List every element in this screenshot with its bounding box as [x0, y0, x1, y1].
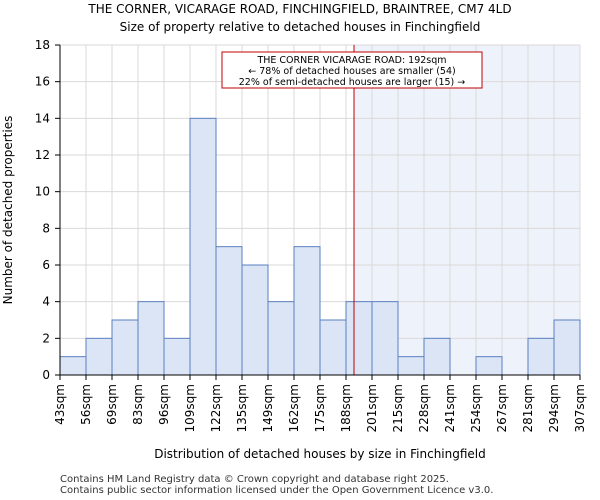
histogram-bar — [319, 319, 347, 376]
y-tick-label: 6 — [42, 258, 50, 272]
y-tick-label: 12 — [35, 148, 50, 162]
histogram-bar — [293, 246, 321, 376]
chart-title: THE CORNER, VICARAGE ROAD, FINCHINGFIELD… — [88, 2, 512, 16]
x-tick-label: 69sqm — [105, 384, 119, 425]
x-tick-label: 228sqm — [417, 384, 431, 432]
annotation-line-1: THE CORNER VICARAGE ROAD: 192sqm — [256, 55, 446, 66]
y-tick-label: 8 — [42, 221, 50, 235]
histogram-bar — [553, 319, 581, 376]
x-tick-label: 188sqm — [339, 384, 353, 432]
x-tick-label: 122sqm — [209, 384, 223, 432]
y-tick-label: 18 — [35, 38, 50, 52]
x-tick-label: 96sqm — [157, 384, 171, 425]
y-tick-label: 4 — [42, 295, 50, 309]
histogram-bar — [475, 356, 503, 376]
histogram-bar — [345, 301, 373, 376]
footer-attribution-1: Contains HM Land Registry data © Crown c… — [60, 474, 449, 485]
x-tick-label: 56sqm — [79, 384, 93, 425]
histogram-bar — [189, 117, 217, 376]
histogram-bar — [215, 246, 243, 376]
y-tick-label: 16 — [35, 75, 50, 89]
annotation-line-3: 22% of semi-detached houses are larger (… — [239, 77, 466, 88]
histogram-bar — [371, 301, 399, 376]
histogram-bar — [163, 337, 191, 376]
annotation-box — [221, 51, 483, 89]
x-tick-label: 267sqm — [495, 384, 509, 432]
y-tick-label: 14 — [35, 111, 50, 125]
y-tick-label: 0 — [42, 368, 50, 382]
x-tick-label: 135sqm — [235, 384, 249, 432]
x-tick-label: 201sqm — [365, 384, 379, 432]
histogram-bar — [137, 301, 165, 376]
histogram-bar — [423, 337, 451, 376]
x-tick-label: 162sqm — [287, 384, 301, 432]
x-tick-label: 281sqm — [521, 384, 535, 432]
x-tick-label: 109sqm — [183, 384, 197, 432]
y-tick-label: 2 — [42, 331, 50, 345]
x-tick-label: 294sqm — [547, 384, 561, 432]
y-tick-label: 10 — [35, 185, 50, 199]
y-axis-title: Number of detached properties — [1, 116, 15, 305]
chart-subtitle: Size of property relative to detached ho… — [119, 20, 481, 34]
x-tick-label: 175sqm — [313, 384, 327, 432]
histogram-bar — [527, 337, 555, 376]
histogram-chart: 0 2 4 6 8 10 12 14 16 18 43sqm 56sqm 69sqm 83sqm 96sqm… — [1, 38, 587, 461]
histogram-bar — [111, 319, 139, 376]
annotation-line-2: ← 78% of detached houses are smaller (54… — [248, 66, 455, 77]
x-tick-label: 215sqm — [391, 384, 405, 432]
x-tick-label: 83sqm — [131, 384, 145, 425]
x-tick-label: 43sqm — [53, 384, 67, 425]
footer-attribution-2: Contains public sector information licen… — [60, 485, 494, 496]
x-tick-label: 241sqm — [443, 384, 457, 432]
x-tick-label: 149sqm — [261, 384, 275, 432]
histogram-bar — [59, 356, 87, 376]
histogram-bar — [397, 356, 425, 376]
histogram-bar — [85, 337, 113, 376]
x-axis-title: Distribution of detached houses by size … — [154, 447, 486, 461]
histogram-bar — [241, 264, 269, 376]
x-tick-label: 307sqm — [573, 384, 587, 432]
x-tick-label: 254sqm — [469, 384, 483, 432]
histogram-bar — [267, 301, 295, 376]
